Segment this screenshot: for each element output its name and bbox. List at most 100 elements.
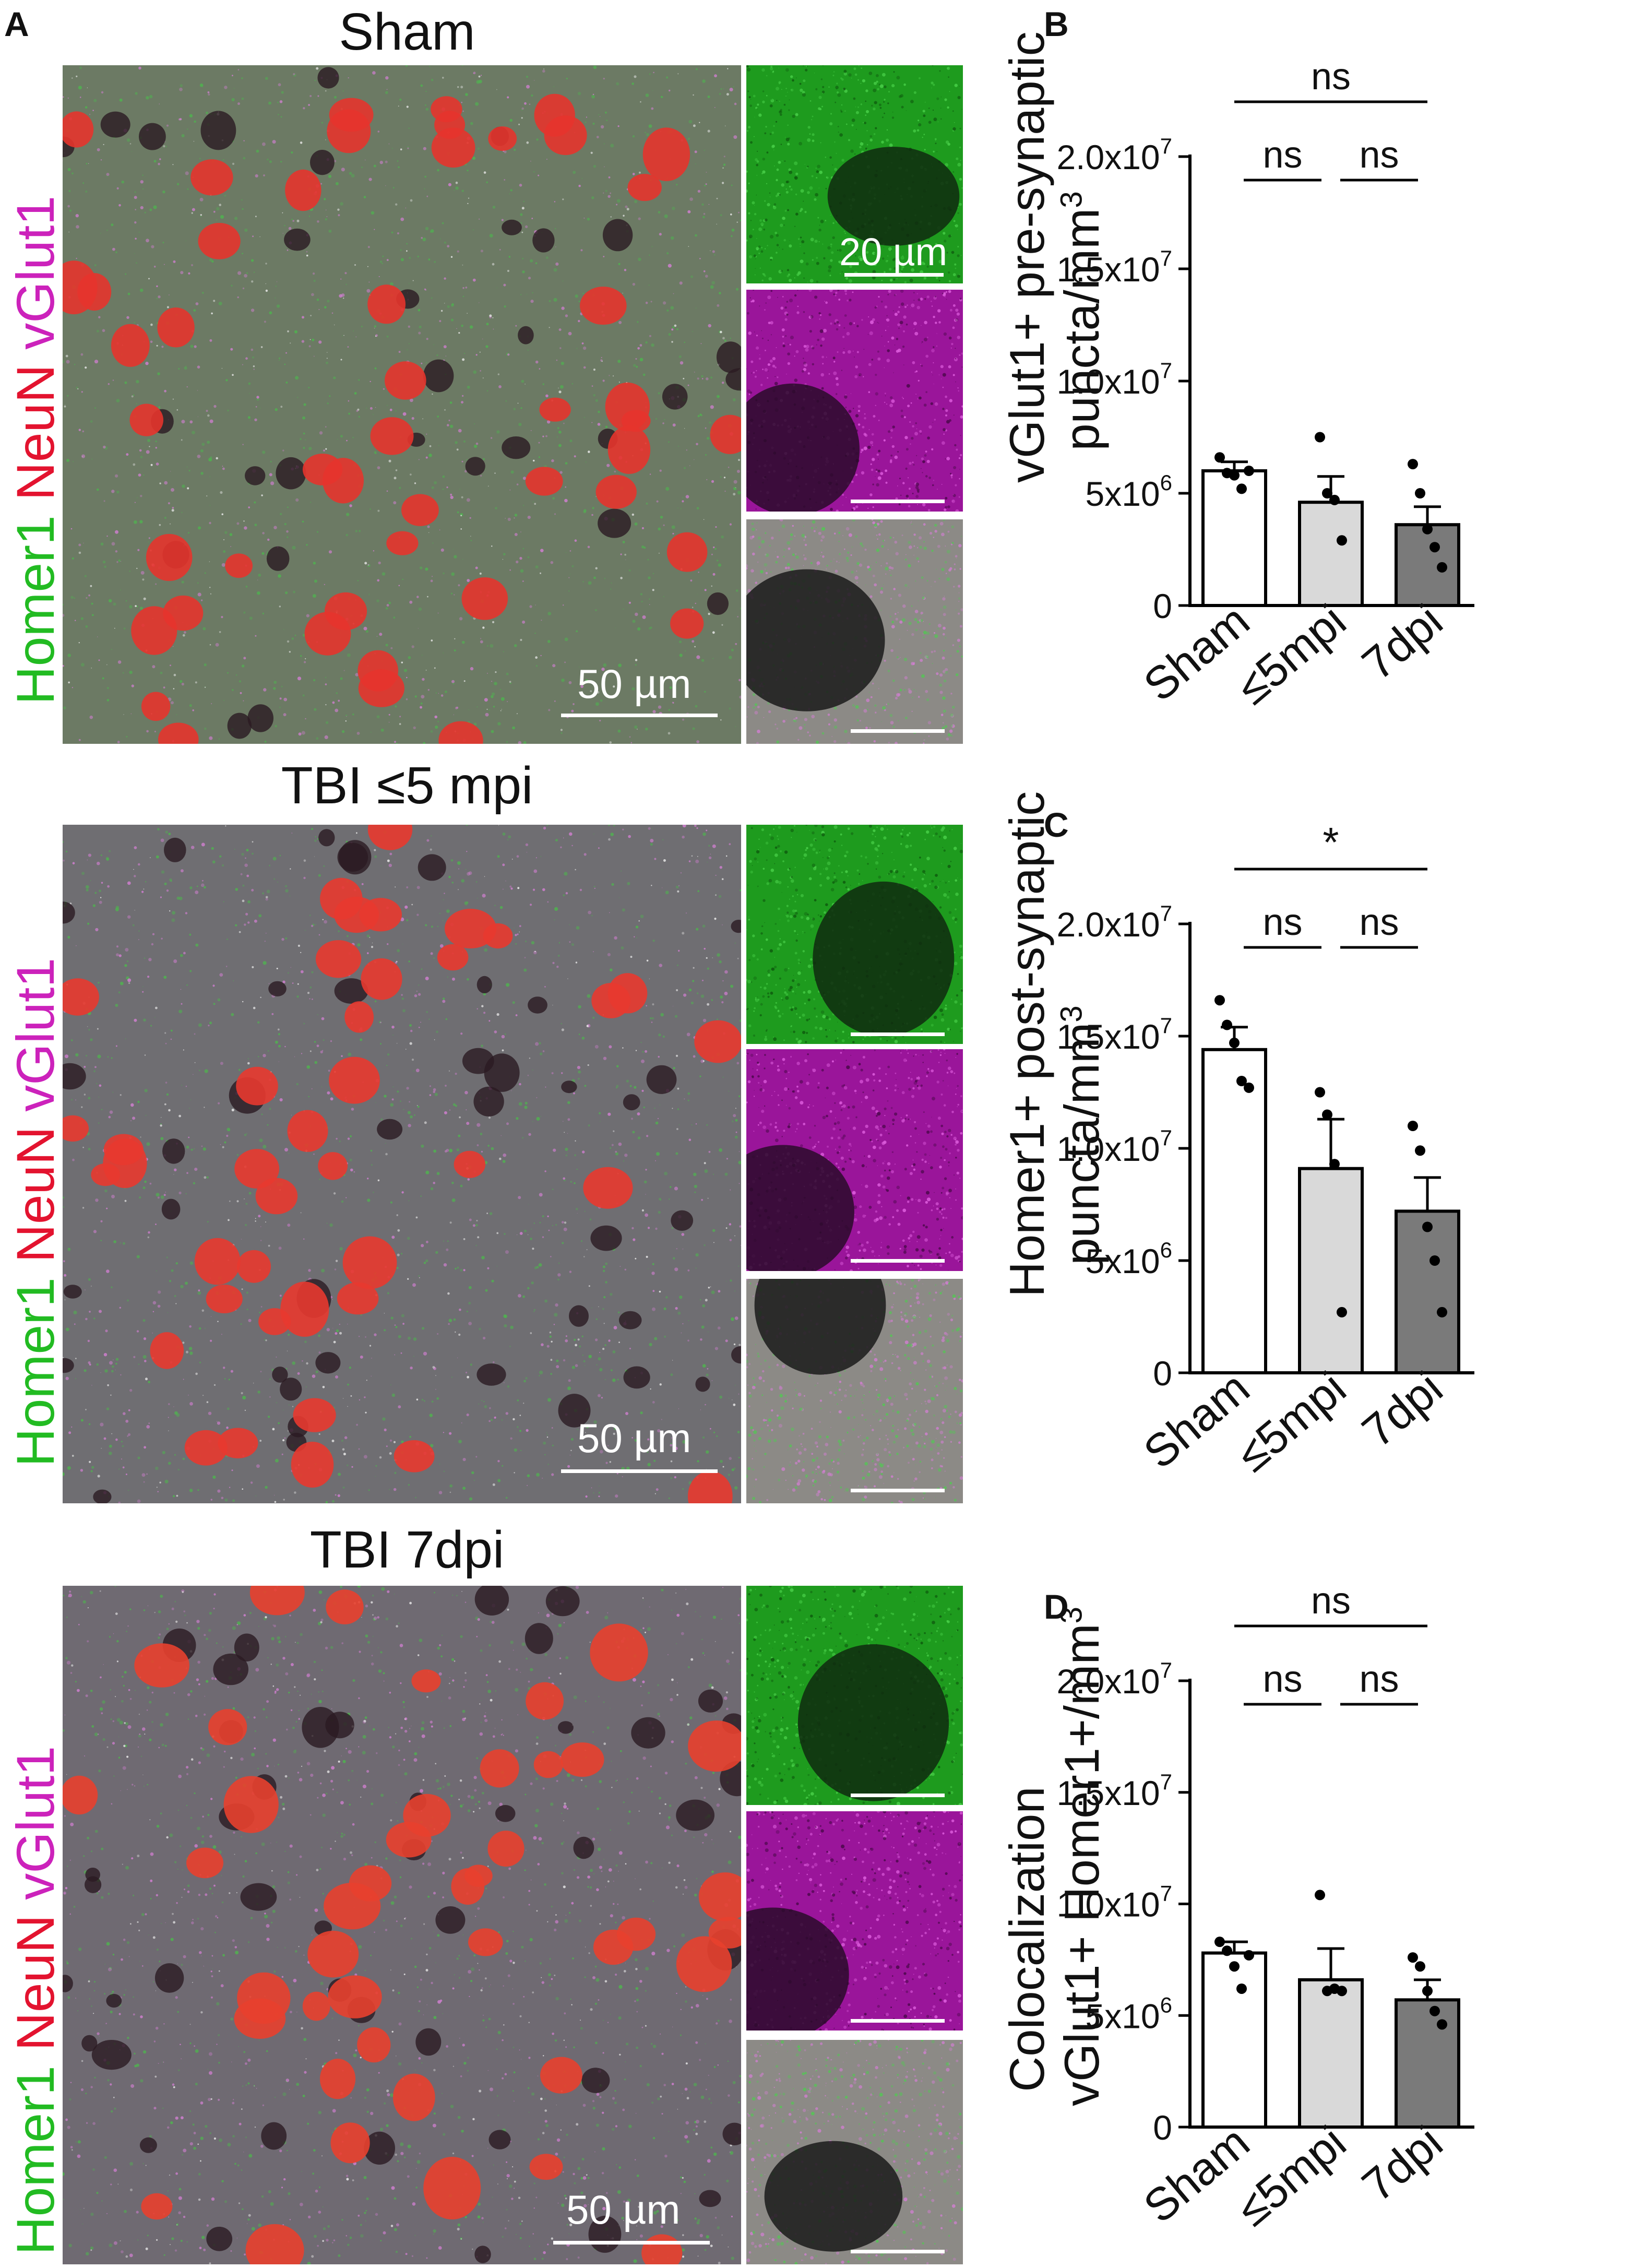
y-tick-label-base: 2.0x10 (1056, 138, 1160, 176)
data-point (1437, 1307, 1447, 1317)
stain-neun: NeuN (6, 364, 65, 501)
row-title-sham: Sham (339, 3, 475, 61)
inset-merge-sham (746, 519, 963, 744)
micrograph-texture (746, 825, 963, 1044)
significance-label: ns (1311, 56, 1351, 98)
y-tick-label: 1.5x107 (1056, 246, 1172, 289)
data-point (1214, 1937, 1225, 1948)
x-tick-label: 7dpi (1352, 2116, 1452, 2212)
y-tick-label: 0 (1153, 2108, 1172, 2147)
inset-scale-bar (851, 1489, 945, 1492)
bar-1 (1298, 1167, 1364, 1374)
y-tick-label-exponent: 6 (1160, 470, 1172, 495)
significance-label: ns (1311, 1580, 1351, 1622)
row-title-tbi-5mpi: TBI ≤5 mpi (281, 756, 533, 815)
y-tick-label-exponent: 6 (1160, 1992, 1172, 2017)
data-point (1229, 1961, 1240, 1972)
stain-vglut1: vGlut1 (6, 1745, 65, 1900)
y-tick-label-exponent: 7 (1160, 1013, 1172, 1038)
micrograph-texture (746, 290, 963, 512)
micrograph-tbi-5mpi: 50 µm (63, 825, 741, 1503)
row-title-tbi-7dpi: TBI 7dpi (309, 1521, 505, 1579)
inset-scale-bar (851, 2250, 945, 2253)
y-tick-label-exponent: 7 (1160, 901, 1172, 925)
data-point (1244, 1950, 1254, 1961)
y-tick-label: 0 (1153, 587, 1172, 625)
data-point (1429, 2005, 1440, 2016)
y-tick-label-exponent: 7 (1160, 358, 1172, 383)
data-point (1422, 1986, 1433, 1997)
panel-d-letter: D (1044, 1587, 1069, 1626)
y-tick-label-exponent: 7 (1160, 1125, 1172, 1150)
data-point (1429, 542, 1440, 553)
panel-a-letter: A (4, 5, 29, 43)
x-tick-label: ≤5mpi (1226, 1362, 1355, 1481)
y-tick-label-base: 1.5x10 (1056, 1017, 1160, 1056)
y-tick-label: 1.5x107 (1056, 1770, 1172, 1812)
y-tick-label-base: 5x10 (1086, 1242, 1160, 1280)
data-point (1437, 562, 1447, 573)
data-point (1408, 1121, 1418, 1131)
y-tick-label: 1.0x107 (1056, 358, 1172, 401)
inset-homer1-5mpi (746, 825, 963, 1044)
y-tick-label-exponent: 7 (1160, 246, 1172, 270)
bar-2 (1395, 1998, 1460, 2129)
inset-scale-bar (851, 729, 945, 733)
bar-0 (1201, 1951, 1267, 2129)
scale-bar (553, 2241, 710, 2245)
data-point (1322, 1109, 1332, 1120)
micrograph-texture (746, 2040, 963, 2264)
x-tick-label: 7dpi (1352, 595, 1452, 690)
chart-b-svg: 05x1061.0x1071.5x1072.0x107Sham≤5mpi7dpi… (1056, 56, 1474, 714)
significance-label: ns (1359, 1658, 1399, 1700)
chart-b: B vGlut1+ pre-synaptic puncta/mm3 0 5x106… (971, 0, 1644, 752)
inset-vglut1-sham (746, 290, 963, 512)
stain-label-row-1: Homer1 NeuN vGlut1 (5, 196, 66, 705)
y-tick-label-base: 0 (1153, 587, 1172, 625)
data-point (1322, 488, 1332, 498)
y-tick-label-exponent: 7 (1160, 1770, 1172, 1794)
chart-d: D Colocalization vGlut1+ Homer1+/mm3 0 5x… (971, 1514, 1644, 2265)
y-tick-label-base: 0 (1153, 1354, 1172, 1393)
y-tick-label: 2.0x107 (1056, 1658, 1172, 1701)
chart-c-svg: 05x1061.0x1071.5x1072.0x107Sham≤5mpi7dpi… (1056, 819, 1474, 1481)
significance-label: ns (1359, 901, 1399, 943)
inset-scale-bar (851, 500, 945, 503)
data-point (1315, 1890, 1325, 1901)
y-tick-label-exponent: 7 (1160, 134, 1172, 158)
y-tick-label-base: 1.0x10 (1056, 1885, 1160, 1924)
scale-bar-label: 50 µm (577, 661, 692, 707)
inset-merge-5mpi (746, 1279, 963, 1503)
inset-merge-7dpi (746, 2040, 963, 2264)
micrograph-texture (746, 65, 963, 283)
chart-c: C Homer1+ post-synaptic puncta/mm3 0 5x10… (971, 757, 1644, 1498)
y-tick-label: 5x106 (1086, 470, 1172, 513)
bar-2 (1395, 1209, 1460, 1375)
data-point (1329, 494, 1340, 505)
y-tick-label-base: 2.0x10 (1056, 1662, 1160, 1701)
micrograph-texture (63, 825, 741, 1503)
data-point (1422, 1221, 1433, 1232)
y-tick-label-base: 1.0x10 (1056, 1130, 1160, 1168)
data-point (1222, 1019, 1232, 1030)
data-point (1229, 470, 1240, 481)
bar-0 (1201, 469, 1267, 607)
bar-2 (1395, 523, 1460, 608)
micrograph-texture (63, 65, 741, 744)
micrograph-texture (63, 1586, 741, 2264)
x-tick-label: 7dpi (1352, 1362, 1452, 1457)
y-tick-label: 2.0x107 (1056, 134, 1172, 176)
bar-1 (1298, 501, 1364, 608)
data-point (1415, 1961, 1425, 1972)
data-point (1236, 1983, 1247, 1994)
y-tick-label-base: 5x10 (1086, 1997, 1160, 2035)
stain-label-row-3: Homer1 NeuN vGlut1 (5, 1746, 66, 2255)
data-point (1236, 483, 1247, 494)
stain-homer1: Homer1 (6, 1277, 65, 1467)
y-tick-label-base: 1.5x10 (1056, 250, 1160, 289)
inset-scale-bar (851, 1794, 945, 1797)
data-point (1214, 995, 1225, 1006)
scale-bar-label: 50 µm (566, 2187, 681, 2233)
data-point (1408, 1952, 1418, 1963)
inset-scale-bar (851, 1259, 945, 1263)
